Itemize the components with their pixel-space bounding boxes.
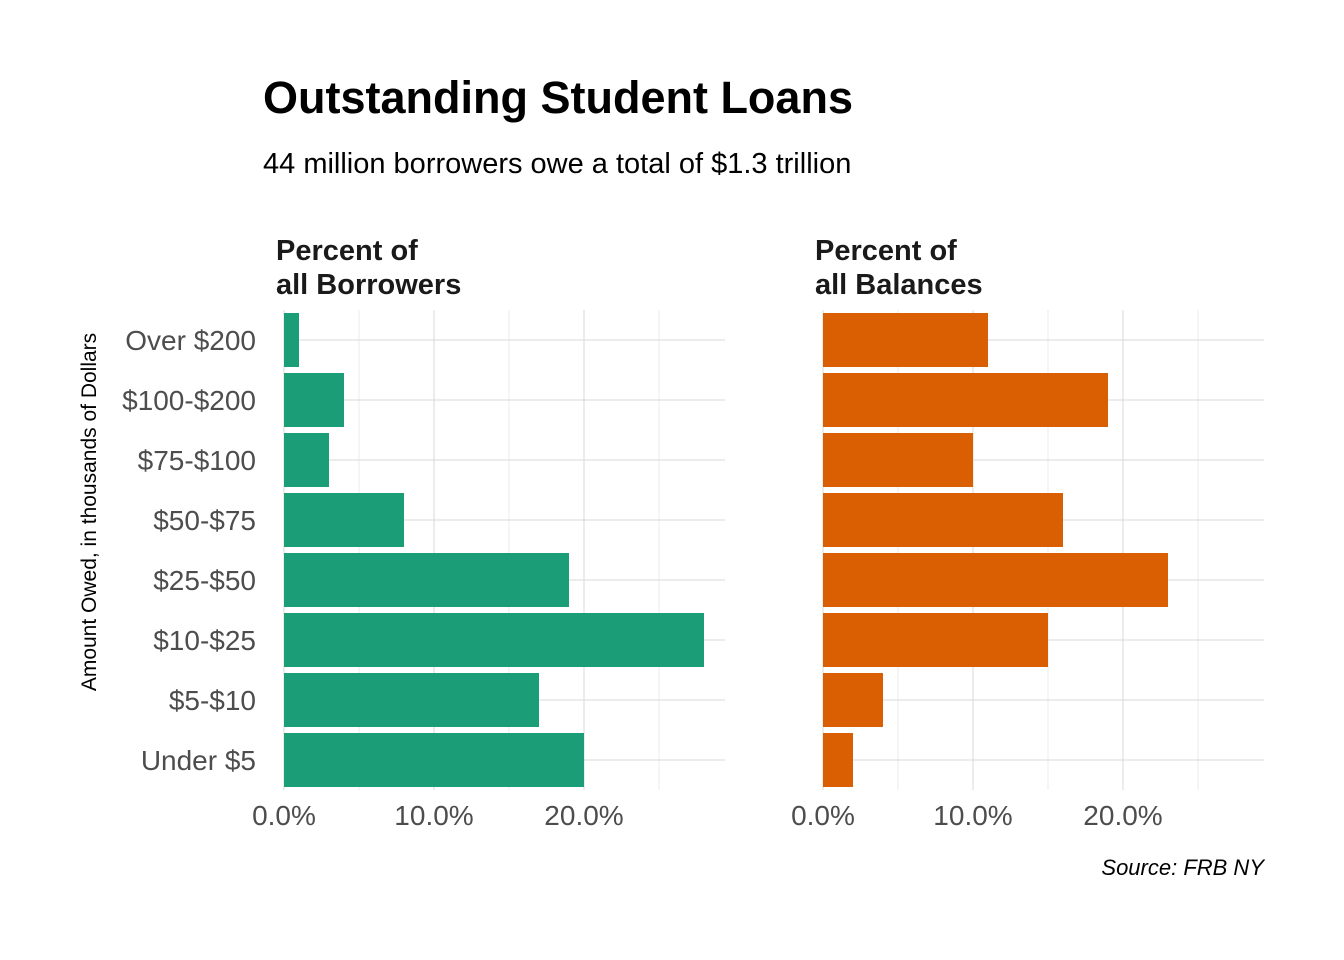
- x-tick-label: 0.0%: [791, 800, 855, 831]
- bar-borrowers: [284, 433, 329, 487]
- chart-subtitle: 44 million borrowers owe a total of $1.3…: [263, 148, 852, 180]
- y-tick-label: Under $5: [141, 745, 256, 776]
- y-tick-label: $5-$10: [169, 685, 256, 716]
- y-tick-label: $10-$25: [153, 625, 256, 656]
- panel-title-balances: Percent of all Balances: [815, 234, 983, 302]
- bar-balances: [823, 313, 988, 367]
- bar-balances: [823, 493, 1063, 547]
- y-tick-label: $75-$100: [138, 445, 256, 476]
- panel-title-borrowers-line1: Percent of: [276, 235, 418, 267]
- bar-balances: [823, 733, 853, 787]
- panel-title-balances-line1: Percent of: [815, 235, 957, 267]
- bar-borrowers: [284, 313, 299, 367]
- panel-title-balances-line2: all Balances: [815, 269, 983, 301]
- y-tick-label: $100-$200: [122, 385, 256, 416]
- bar-borrowers: [284, 733, 584, 787]
- bar-borrowers: [284, 373, 344, 427]
- bar-balances: [823, 613, 1048, 667]
- panel-title-borrowers-line2: all Borrowers: [276, 269, 462, 301]
- bar-balances: [823, 373, 1108, 427]
- x-tick-label: 20.0%: [544, 800, 623, 831]
- bar-borrowers: [284, 493, 404, 547]
- x-tick-label: 20.0%: [1083, 800, 1162, 831]
- bar-balances: [823, 553, 1168, 607]
- bar-balances: [823, 433, 973, 487]
- y-tick-label: Over $200: [125, 325, 256, 356]
- x-tick-label: 0.0%: [252, 800, 316, 831]
- x-tick-label: 10.0%: [933, 800, 1012, 831]
- bar-borrowers: [284, 553, 569, 607]
- panel-borrowers: 0.0% 10.0% 20.0%: [252, 310, 725, 831]
- chart-title: Outstanding Student Loans: [263, 72, 853, 123]
- bar-balances: [823, 673, 883, 727]
- source-caption: Source: FRB NY: [1101, 855, 1264, 880]
- panel-balances: 0.0% 10.0% 20.0%: [791, 310, 1264, 831]
- bar-borrowers: [284, 613, 704, 667]
- bar-borrowers: [284, 673, 539, 727]
- y-tick-label: $50-$75: [153, 505, 256, 536]
- x-tick-label: 10.0%: [394, 800, 473, 831]
- y-tick-label: $25-$50: [153, 565, 256, 596]
- panel-title-borrowers: Percent of all Borrowers: [276, 234, 461, 302]
